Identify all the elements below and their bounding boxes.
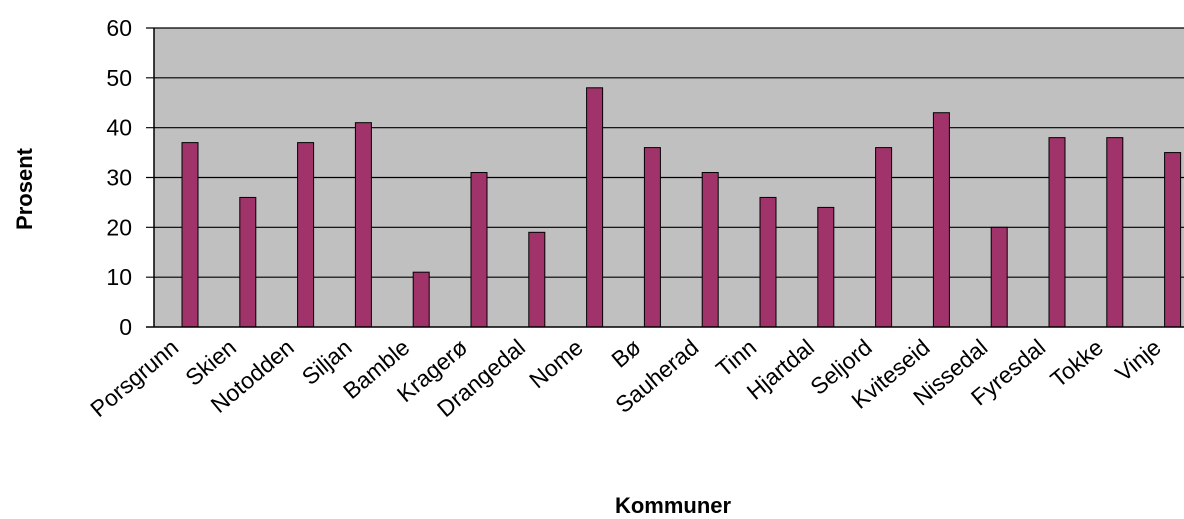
- bars: [181, 87, 1182, 328]
- bar: [181, 142, 199, 328]
- y-tick-label: 0: [119, 314, 132, 340]
- bar: [1048, 137, 1066, 328]
- x-tick-label: Bø: [606, 334, 645, 373]
- y-tick-label: 50: [106, 65, 132, 91]
- y-tick-label: 30: [106, 165, 132, 191]
- x-tick-label: Porsgrunn: [85, 334, 183, 422]
- bar: [239, 196, 257, 328]
- y-tick-label: 10: [106, 264, 132, 290]
- gridlines: [146, 27, 1184, 278]
- bar: [297, 142, 315, 328]
- bar: [354, 122, 372, 328]
- bar: [586, 87, 604, 328]
- bar: [990, 226, 1008, 328]
- x-tick-label: Vinje: [1110, 334, 1166, 387]
- x-tick-label: Tokke: [1045, 334, 1108, 393]
- bar: [643, 147, 661, 328]
- y-tick-labels: 0 10 20 30 40 50 60: [106, 15, 132, 340]
- x-tick-label: Nome: [524, 334, 588, 393]
- x-axis-title: Kommuner: [615, 493, 732, 518]
- y-axis-title: Prosent: [12, 147, 37, 230]
- bar: [701, 172, 719, 328]
- y-tick-label: 40: [106, 115, 132, 141]
- y-tick-label: 60: [106, 15, 132, 41]
- bar: [817, 206, 835, 328]
- x-tick-labels: PorsgrunnSkienNotoddenSiljanBambleKrager…: [85, 334, 1166, 422]
- bar: [875, 147, 893, 328]
- y-tick-label: 20: [106, 214, 132, 240]
- bar: [1106, 137, 1124, 328]
- bar: [412, 271, 430, 328]
- bar: [932, 112, 950, 328]
- bar: [470, 172, 488, 328]
- bar: [528, 231, 546, 328]
- bar: [759, 196, 777, 328]
- bar: [1164, 152, 1182, 328]
